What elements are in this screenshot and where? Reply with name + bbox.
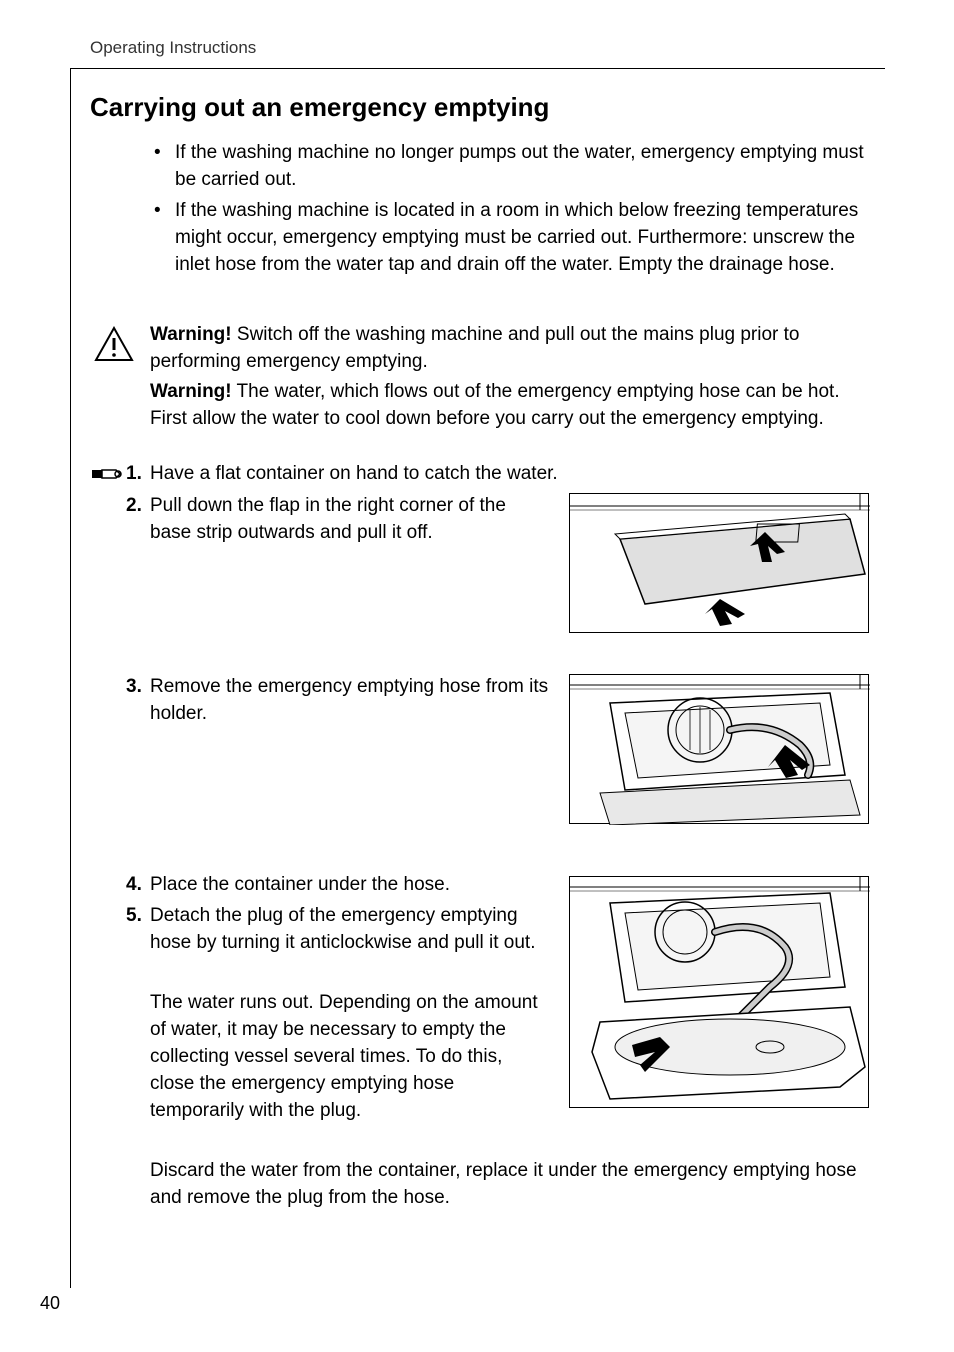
warning-paragraph: Warning! Switch off the washing machine …: [150, 322, 870, 376]
vertical-rule: [70, 68, 71, 1288]
step-number: 4.: [126, 872, 142, 899]
header-rule: [70, 68, 885, 69]
page-number: 40: [40, 1293, 60, 1314]
warning-text: The water, which flows out of the emerge…: [150, 381, 840, 429]
step-item: 3. Remove the emergency emptying hose fr…: [150, 674, 550, 728]
step-text: Place the container under the hose.: [150, 874, 450, 895]
pointing-hand-icon: [90, 464, 124, 484]
step-item: 2. Pull down the flap in the right corne…: [150, 493, 550, 547]
step-text: Pull down the flap in the right corner o…: [150, 495, 506, 543]
figure-base-flap: [569, 493, 869, 633]
step-item: 5. Detach the plug of the emergency empt…: [150, 903, 550, 957]
warning-triangle-icon: [94, 326, 134, 362]
warning-label: Warning!: [150, 324, 232, 345]
step-number: 5.: [126, 903, 142, 930]
bullet-item: If the washing machine is located in a r…: [150, 198, 870, 279]
step-text: Remove the emergency emptying hose from …: [150, 676, 548, 724]
warning-paragraph: Warning! The water, which flows out of t…: [150, 379, 870, 433]
step-item: 4. Place the container under the hose.: [150, 872, 550, 899]
step-item: 1. Have a flat container on hand to catc…: [150, 461, 870, 488]
bullet-item: If the washing machine no longer pumps o…: [150, 140, 870, 194]
running-header: Operating Instructions: [90, 38, 256, 58]
step-number: 3.: [126, 674, 142, 701]
figure-drain-container: [569, 876, 869, 1108]
step-paragraph: The water runs out. Depending on the amo…: [150, 990, 550, 1125]
step-text: Have a flat container on hand to catch t…: [150, 463, 558, 484]
step-text: Detach the plug of the emergency emptyin…: [150, 905, 536, 953]
section-title: Carrying out an emergency emptying: [90, 92, 549, 123]
figure-hose-holder: [569, 674, 869, 824]
step-number: 1.: [126, 461, 142, 488]
warning-label: Warning!: [150, 381, 232, 402]
step-number: 2.: [126, 493, 142, 520]
step-paragraph: Discard the water from the container, re…: [150, 1158, 870, 1212]
warning-text: Switch off the washing machine and pull …: [150, 324, 800, 372]
